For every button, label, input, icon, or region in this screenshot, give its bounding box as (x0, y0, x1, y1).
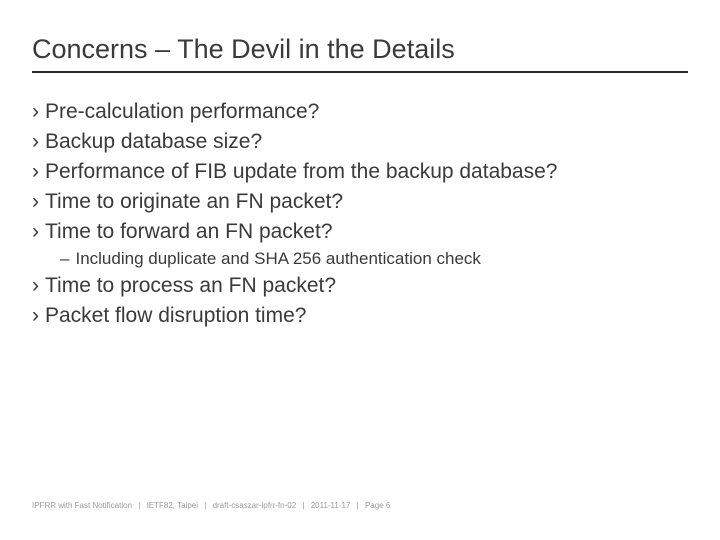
footer-segment: 2011-11-17 (311, 501, 351, 510)
bullet-item: › Packet flow disruption time? (32, 303, 688, 330)
slide-footer: IPFRR with Fast Notification | IETF82, T… (32, 501, 390, 510)
bullet-item: › Time to originate an FN packet? (32, 189, 688, 216)
title-wrap: Concerns – The Devil in the Details (0, 0, 720, 81)
angle-icon: › (32, 273, 39, 300)
dash-icon: – (60, 248, 69, 271)
footer-segment: IPFRR with Fast Notification (32, 501, 132, 510)
footer-separator: | (357, 501, 359, 510)
bullet-text: Packet flow disruption time? (45, 303, 306, 330)
page-title: Concerns – The Devil in the Details (32, 34, 688, 65)
sub-bullet-text: Including duplicate and SHA 256 authenti… (75, 248, 480, 271)
footer-separator: | (204, 501, 206, 510)
bullet-item: › Pre-calculation performance? (32, 99, 688, 126)
bullet-item: › Time to process an FN packet? (32, 273, 688, 300)
sub-bullet-list: – Including duplicate and SHA 256 authen… (60, 248, 688, 271)
bullet-text: Time to forward an FN packet? (45, 219, 333, 246)
bullet-list-continued: › Time to process an FN packet? › Packet… (32, 273, 688, 330)
bullet-text: Time to process an FN packet? (45, 273, 336, 300)
angle-icon: › (32, 189, 39, 216)
angle-icon: › (32, 129, 39, 156)
footer-separator: | (138, 501, 140, 510)
slide-body: › Pre-calculation performance? › Backup … (0, 81, 720, 330)
bullet-item: › Time to forward an FN packet? (32, 219, 688, 246)
angle-icon: › (32, 219, 39, 246)
bullet-text: Time to originate an FN packet? (45, 189, 343, 216)
footer-segment: draft-csaszar-ipfrr-fn-02 (213, 501, 297, 510)
footer-segment: Page 6 (365, 501, 390, 510)
bullet-item: › Backup database size? (32, 129, 688, 156)
title-rule (32, 71, 688, 73)
footer-segment: IETF82, Taipei (147, 501, 198, 510)
bullet-list: › Pre-calculation performance? › Backup … (32, 99, 688, 245)
angle-icon: › (32, 159, 39, 186)
bullet-text: Backup database size? (45, 129, 262, 156)
angle-icon: › (32, 303, 39, 330)
bullet-text: Performance of FIB update from the backu… (45, 159, 557, 186)
slide: Concerns – The Devil in the Details › Pr… (0, 0, 720, 540)
bullet-text: Pre-calculation performance? (45, 99, 319, 126)
footer-separator: | (302, 501, 304, 510)
bullet-item: › Performance of FIB update from the bac… (32, 159, 688, 186)
angle-icon: › (32, 99, 39, 126)
sub-bullet-item: – Including duplicate and SHA 256 authen… (60, 248, 688, 271)
